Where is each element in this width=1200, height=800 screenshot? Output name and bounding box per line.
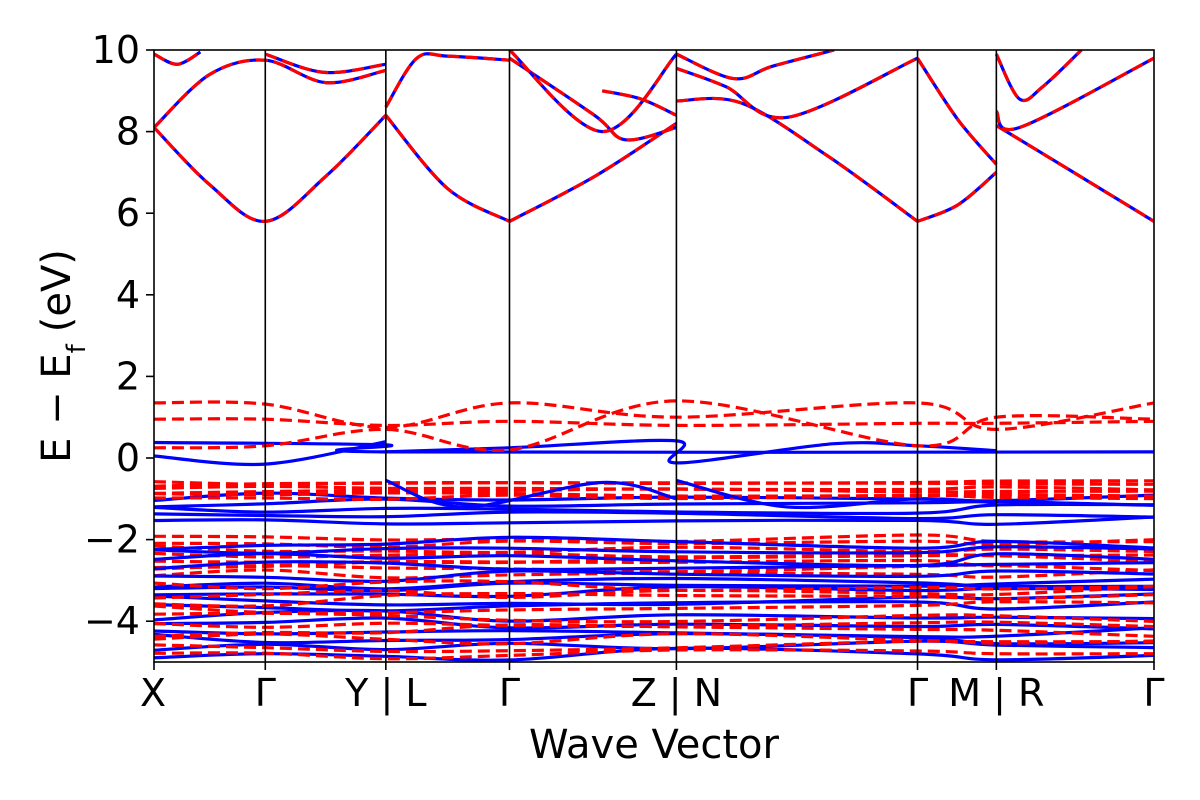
y-tick-label: 4 <box>116 273 140 317</box>
x-tick-label: Γ <box>499 671 520 715</box>
band-line-solid <box>154 535 1154 552</box>
band-lines <box>154 50 1154 662</box>
x-axis-title: Wave Vector <box>529 722 780 768</box>
band-line-dashed <box>384 114 511 223</box>
band-line-dashed <box>675 56 919 120</box>
band-line-solid <box>384 114 511 223</box>
band-line-solid <box>385 478 677 509</box>
band-line-dashed <box>508 56 677 142</box>
band-line-dashed <box>154 491 1154 498</box>
band-line-solid <box>154 577 1154 593</box>
x-tick-label: Z | N <box>631 671 722 716</box>
x-tick-label: X <box>140 671 166 715</box>
band-line-solid <box>154 551 1154 568</box>
band-line-dashed <box>994 50 1083 103</box>
y-tick-label: 8 <box>116 110 140 154</box>
band-line-dashed <box>154 50 202 66</box>
band-line-dashed <box>995 124 1154 223</box>
y-axis-title-main: E − E <box>34 353 80 463</box>
band-line-solid <box>508 122 678 223</box>
band-line-dashed <box>154 568 1154 580</box>
x-tick-label: Γ <box>255 671 276 715</box>
band-line-dashed <box>154 114 387 224</box>
band-line-solid <box>154 515 1154 526</box>
band-line-solid <box>384 52 510 108</box>
plot-frame <box>153 49 1155 663</box>
band-line-solid <box>154 626 1154 639</box>
band-line-solid <box>264 52 387 75</box>
band-line-dashed <box>384 52 510 108</box>
band-line-solid <box>154 440 1154 454</box>
y-axis-title-unit: (eV) <box>34 249 80 332</box>
band-line-dashed <box>916 57 998 166</box>
band-line-dashed <box>264 52 387 75</box>
band-line-solid <box>154 114 387 224</box>
high-symmetry-lines <box>264 50 998 662</box>
band-line-solid <box>154 576 1154 591</box>
band-line-dashed <box>508 50 678 134</box>
y-tick-label: −2 <box>84 518 140 562</box>
x-tick-label: Y | L <box>344 671 426 716</box>
y-tick-label: 6 <box>116 191 140 235</box>
x-axis-ticks: X Γ Y | L Γ Z | N Γ M | R Γ <box>140 662 1165 716</box>
band-line-dashed <box>154 591 1154 608</box>
band-line-dashed <box>154 611 1154 624</box>
band-line-solid <box>676 478 997 510</box>
band-line-dashed <box>154 493 1154 501</box>
x-tick-label: Γ <box>907 671 928 715</box>
band-line-dashed <box>916 171 998 223</box>
band-line-solid <box>154 545 1154 555</box>
band-line-dashed <box>154 544 1154 555</box>
band-line-dashed <box>154 484 1154 492</box>
band-line-solid <box>994 56 1154 132</box>
band-line-solid <box>675 56 919 120</box>
band-line-dashed <box>154 620 1154 629</box>
y-tick-label: 2 <box>116 354 140 398</box>
band-line-solid <box>675 50 835 81</box>
band-line-solid <box>994 50 1083 103</box>
y-tick-label: 0 <box>116 436 140 480</box>
band-line-solid <box>676 96 919 223</box>
band-line-solid <box>916 171 998 223</box>
band-line-solid <box>154 569 1154 584</box>
band-line-solid <box>154 502 1154 516</box>
band-line-dashed <box>154 600 1154 615</box>
y-axis-title: E − Ef (eV) <box>34 249 92 463</box>
y-tick-label: −4 <box>84 599 140 643</box>
band-line-dashed <box>508 122 678 223</box>
y-axis-ticks: −4 −2 0 2 4 6 8 10 <box>84 28 154 643</box>
band-line-dashed <box>154 579 1154 593</box>
y-tick-label: 10 <box>92 28 140 72</box>
band-line-dashed <box>994 56 1154 132</box>
band-line-dashed <box>154 417 1154 428</box>
band-line-dashed <box>154 648 1154 661</box>
x-tick-label: Γ <box>1143 671 1164 715</box>
band-line-dashed <box>154 632 1154 646</box>
band-line-dashed <box>154 399 1154 453</box>
band-line-dashed <box>601 89 678 117</box>
x-tick-label: M | R <box>948 671 1044 716</box>
band-line-dashed <box>154 584 1154 600</box>
band-line-solid <box>154 608 1154 623</box>
band-line-solid <box>154 560 1154 572</box>
band-line-dashed <box>676 96 919 223</box>
y-axis-title-subscript: f <box>62 343 92 353</box>
